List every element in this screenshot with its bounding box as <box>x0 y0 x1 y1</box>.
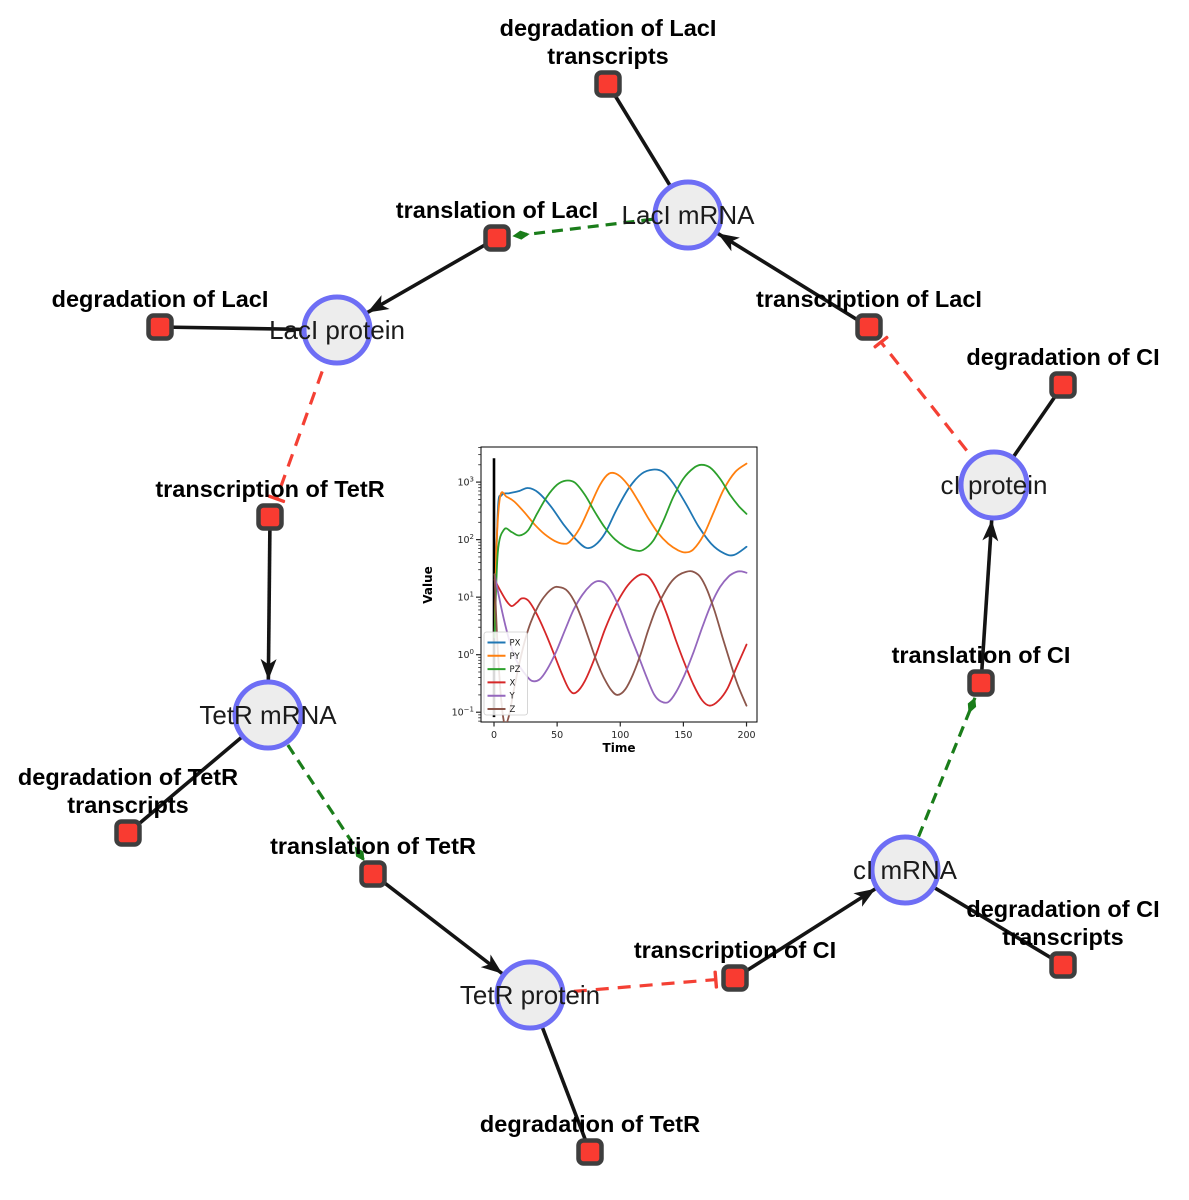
reaction-label-degradation-of-ci-transcripts: degradation of CI <box>966 896 1159 922</box>
reaction-label-degradation-of-tetr-transcripts: degradation of TetR <box>18 764 238 790</box>
reaction-node-translation-of-laci[interactable] <box>483 224 511 252</box>
reaction-label-transcription-of-tetr: transcription of TetR <box>155 476 384 502</box>
chart-ylabel: Value <box>421 566 435 604</box>
reaction-label-translation-of-laci: translation of LacI <box>396 197 598 223</box>
y-tick-label: 102 <box>457 533 474 546</box>
edge-arrow-translation-of-ci-to-ci-protein <box>979 519 999 684</box>
edge-arrow-transcription-of-laci-to-laci-mrna <box>716 231 870 329</box>
edge-activation-tetr-mrna-to-translation-of-tetr <box>266 714 366 862</box>
species-label-tetr-protein: TetR protein <box>460 980 600 1010</box>
y-tick-label: 10−1 <box>452 706 474 719</box>
reaction-label-degradation-of-tetr-transcripts: transcripts <box>67 792 188 818</box>
reaction-node-degradation-of-ci-transcripts[interactable] <box>1049 951 1077 979</box>
reaction-node-transcription-of-tetr[interactable] <box>256 503 284 531</box>
legend-label-Y: Y <box>509 692 516 702</box>
series-line-X <box>493 573 748 707</box>
reaction-label-degradation-of-ci: degradation of CI <box>966 344 1159 370</box>
chart-legend: PX PY PZ XYZ <box>483 631 528 716</box>
reaction-node-transcription-of-laci[interactable] <box>855 313 883 341</box>
reaction-node-degradation-of-ci[interactable] <box>1049 371 1077 399</box>
species-nodes-layer <box>232 179 1030 1031</box>
edge-arrow-transcription-of-ci-to-ci-mrna <box>734 887 877 980</box>
reaction-node-degradation-of-tetr-transcripts[interactable] <box>114 819 142 847</box>
x-tick-label: 100 <box>611 730 629 741</box>
species-node-tetr-protein[interactable] <box>494 959 566 1031</box>
legend-label-PZ: PZ <box>510 665 521 675</box>
reaction-label-transcription-of-laci: transcription of LacI <box>756 286 982 312</box>
series-line-PX <box>493 468 748 639</box>
legend-label-X: X <box>510 678 516 688</box>
legend-box <box>483 631 528 716</box>
reaction-label-degradation-of-tetr: degradation of TetR <box>480 1111 700 1137</box>
species-node-tetr-mrna[interactable] <box>232 679 304 751</box>
reaction-label-degradation-of-ci-transcripts: transcripts <box>1002 924 1123 950</box>
embedded-timeseries-chart: 0 50 100 150 200 10−1 100 101 102 103 PX PY PZ XYZ T… <box>421 436 771 762</box>
x-tick-label: 50 <box>551 730 563 741</box>
reaction-label-degradation-of-laci-transcripts: degradation of LacI <box>500 15 717 41</box>
x-tick-label: 0 <box>491 730 497 741</box>
edge-arrow-translation-of-tetr-to-tetr-protein <box>371 872 504 976</box>
node-labels-layer: degradation of LacItranscriptstranslatio… <box>18 15 1160 1137</box>
reaction-node-translation-of-ci[interactable] <box>967 669 995 697</box>
species-label-laci-mrna: LacI mRNA <box>622 200 756 230</box>
reaction-node-degradation-of-tetr[interactable] <box>576 1138 604 1166</box>
reaction-label-translation-of-ci: translation of CI <box>892 642 1071 668</box>
reaction-label-degradation-of-laci: degradation of LacI <box>52 286 269 312</box>
reaction-label-transcription-of-ci: transcription of CI <box>634 937 836 963</box>
edge-arrow-transcription-of-tetr-to-tetr-mrna <box>260 516 277 681</box>
reaction-node-degradation-of-laci[interactable] <box>146 313 174 341</box>
species-node-ci-protein[interactable] <box>958 449 1030 521</box>
species-node-ci-mrna[interactable] <box>869 834 941 906</box>
y-tick-label: 101 <box>457 591 474 604</box>
x-tick-label: 200 <box>737 730 755 741</box>
species-node-laci-mrna[interactable] <box>652 179 724 251</box>
series-line-Y <box>493 570 748 704</box>
y-tick-label: 100 <box>457 648 474 661</box>
reaction-label-degradation-of-laci-transcripts: transcripts <box>547 43 668 69</box>
chart-xlabel: Time <box>603 741 636 755</box>
edge-activation-ci-mrna-to-translation-of-ci <box>903 697 977 871</box>
legend-label-Z: Z <box>510 705 516 715</box>
edge-arrow-translation-of-laci-to-laci-protein <box>366 236 498 315</box>
series-line-PZ <box>493 463 748 639</box>
legend-label-PY: PY <box>510 652 521 662</box>
species-label-ci-mrna: cI mRNA <box>853 855 958 885</box>
reaction-nodes-layer <box>114 70 1077 1166</box>
species-label-laci-protein: LacI protein <box>269 315 405 345</box>
legend-label-PX: PX <box>510 639 521 649</box>
reaction-node-transcription-of-ci[interactable] <box>721 964 749 992</box>
y-tick-label: 103 <box>457 476 474 489</box>
reaction-label-translation-of-tetr: translation of TetR <box>270 833 476 859</box>
species-label-ci-protein: cI protein <box>941 470 1048 500</box>
reaction-node-translation-of-tetr[interactable] <box>359 860 387 888</box>
edge-activation-laci-mrna-to-translation-of-laci <box>512 213 689 240</box>
x-tick-label: 150 <box>674 730 692 741</box>
species-node-laci-protein[interactable] <box>301 294 373 366</box>
chart-series <box>492 458 748 722</box>
series-line-PY <box>493 462 748 639</box>
species-label-tetr-mrna: TetR mRNA <box>199 700 337 730</box>
reaction-node-degradation-of-laci-transcripts[interactable] <box>594 70 622 98</box>
